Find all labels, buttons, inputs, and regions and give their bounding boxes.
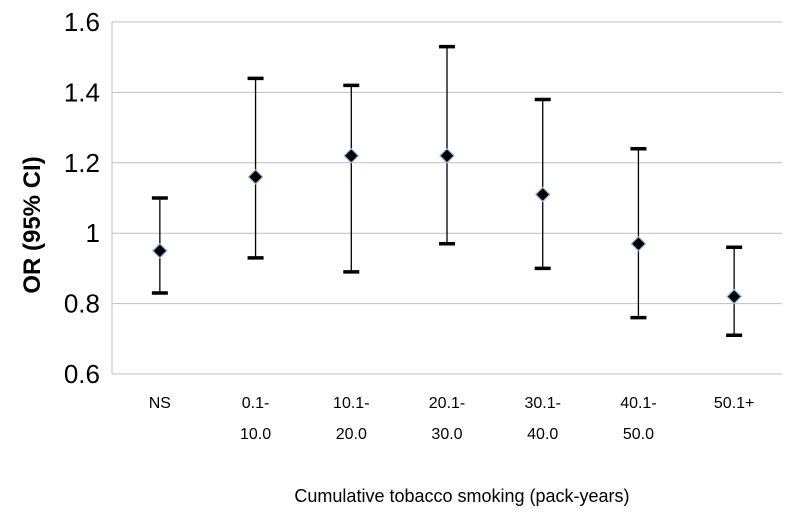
- x-category-label: 0.1-: [242, 395, 270, 412]
- x-category-label: 30.1-: [524, 395, 560, 412]
- error-bars: [151, 44, 743, 338]
- or-point: [726, 288, 742, 305]
- or-point: [247, 169, 264, 185]
- x-axis-title: Cumulative tobacco smoking (pack-years): [294, 486, 629, 506]
- x-category-label-line2: 30.0: [431, 426, 462, 443]
- x-category-label-line2: 10.0: [240, 426, 271, 443]
- or-point: [534, 186, 551, 203]
- x-category-label-line2: 50.0: [623, 426, 654, 443]
- x-category-label: 40.1-: [620, 395, 656, 412]
- y-tick-label: 1.6: [64, 7, 100, 37]
- y-axis-title: OR (95% CI): [19, 156, 46, 293]
- y-tick-label: 1.2: [64, 148, 100, 178]
- y-tick-label: 0.6: [64, 359, 100, 389]
- y-tick-labels: 0.6 0.8 1 1.2 1.4 1.6: [64, 7, 100, 389]
- x-category-label: 50.1+: [714, 395, 754, 412]
- y-tick-label: 0.8: [64, 289, 100, 319]
- or-point: [343, 147, 360, 164]
- or-point: [439, 147, 455, 164]
- y-tick-label: 1.4: [64, 77, 100, 107]
- data-points: [152, 147, 742, 305]
- x-category-label-line2: 20.0: [336, 426, 367, 443]
- x-category-label: 20.1-: [429, 395, 465, 412]
- y-tick-label: 1: [86, 218, 100, 248]
- or-point: [630, 235, 647, 252]
- or-point: [152, 242, 168, 259]
- x-category-label-line2: 40.0: [527, 426, 558, 443]
- x-category-label: 10.1-: [333, 395, 369, 412]
- x-category-label: NS: [149, 395, 171, 412]
- x-category-labels: NS 0.1- 10.0 10.1- 20.0 20.1- 30.0 30.1- 40.0 40.…: [149, 395, 755, 443]
